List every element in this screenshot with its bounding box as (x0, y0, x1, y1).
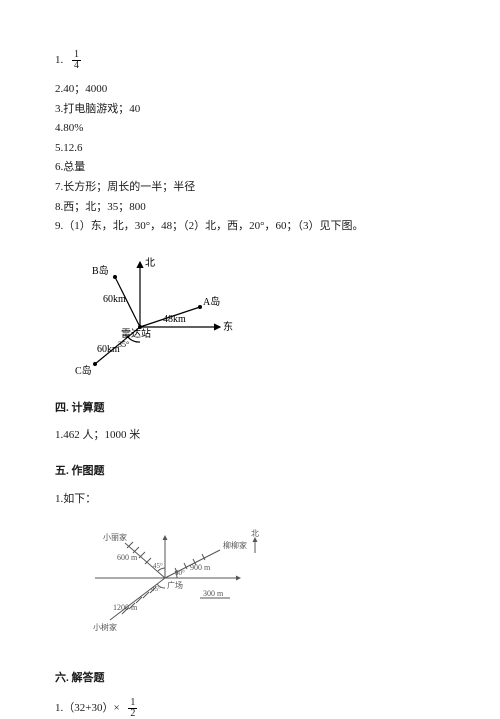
diagram-radar: 北 东 B岛 A岛 C岛 雷达站 60km 48km 60km 35° (55, 252, 245, 382)
frac-num-2: 1 (128, 698, 137, 709)
d2-900: 900 m (190, 563, 211, 572)
section-6-title: 六. 解答题 (55, 670, 445, 688)
answer-5: 5.12.6 (55, 140, 445, 158)
d2-a30: 30° (175, 569, 185, 577)
d1-48: 48km (163, 314, 186, 325)
answer-1: 1. 1 4 (55, 50, 445, 71)
section-5-title: 五. 作图题 (55, 463, 445, 481)
d2-xiaoshu: 小树家 (93, 622, 117, 632)
fraction-1-2: 1 2 (128, 698, 137, 719)
d1-east: 东 (223, 320, 233, 333)
frac-den-2: 2 (128, 709, 137, 719)
answer-8: 8.西；北；35；800 (55, 199, 445, 217)
d1-60a: 60km (103, 294, 126, 305)
d1-radar: 雷达站 (121, 327, 151, 340)
d1-angle: 35° (118, 340, 129, 349)
answer-7: 7.长方形；周长的一半；半径 (55, 179, 445, 197)
answer-6: 6.总量 (55, 159, 445, 177)
d1-b: B岛 (92, 264, 109, 277)
section-6-item-1: 1.（32+30）× 1 2 (55, 698, 445, 719)
answer-4: 4.80% (55, 120, 445, 138)
d2-300: 300 m (203, 589, 224, 598)
d2-a45b: 45° (151, 585, 161, 593)
fraction-1-4: 1 4 (72, 50, 81, 71)
section-4-title: 四. 计算题 (55, 400, 445, 418)
d1-north: 北 (145, 257, 155, 269)
d1-c: C岛 (75, 364, 92, 377)
item1-prefix: 1.（32+30）× (55, 702, 120, 714)
d2-liuliu: 柳柳家 (223, 540, 247, 550)
d2-north: 北 (251, 529, 259, 538)
d1-60b: 60km (97, 344, 120, 355)
d2-600: 600 m (117, 553, 138, 562)
answer-3: 3.打电脑游戏；40 (55, 101, 445, 119)
frac-den: 4 (72, 61, 81, 71)
section-5-item-1: 1.如下： (55, 491, 445, 509)
d2-xiaoli: 小丽家 (103, 532, 127, 542)
d2-guang: 广场 (167, 580, 183, 590)
section-4-item-1: 1.462 人；1000 米 (55, 427, 445, 445)
d2-a45a: 45° (153, 562, 163, 570)
answer-2: 2.40；4000 (55, 81, 445, 99)
d2-1200: 1200 m (113, 603, 138, 612)
d1-a: A岛 (203, 295, 220, 308)
answer-9: 9.（1）东，北，30°，48；（2）北，西，20°，60；（3）见下图。 (55, 218, 445, 236)
diagram-houses: 北 小丽家 柳柳家 小树家 广场 600 m 900 m 1200 m 300 … (55, 518, 285, 638)
answer-1-prefix: 1. (55, 54, 63, 66)
